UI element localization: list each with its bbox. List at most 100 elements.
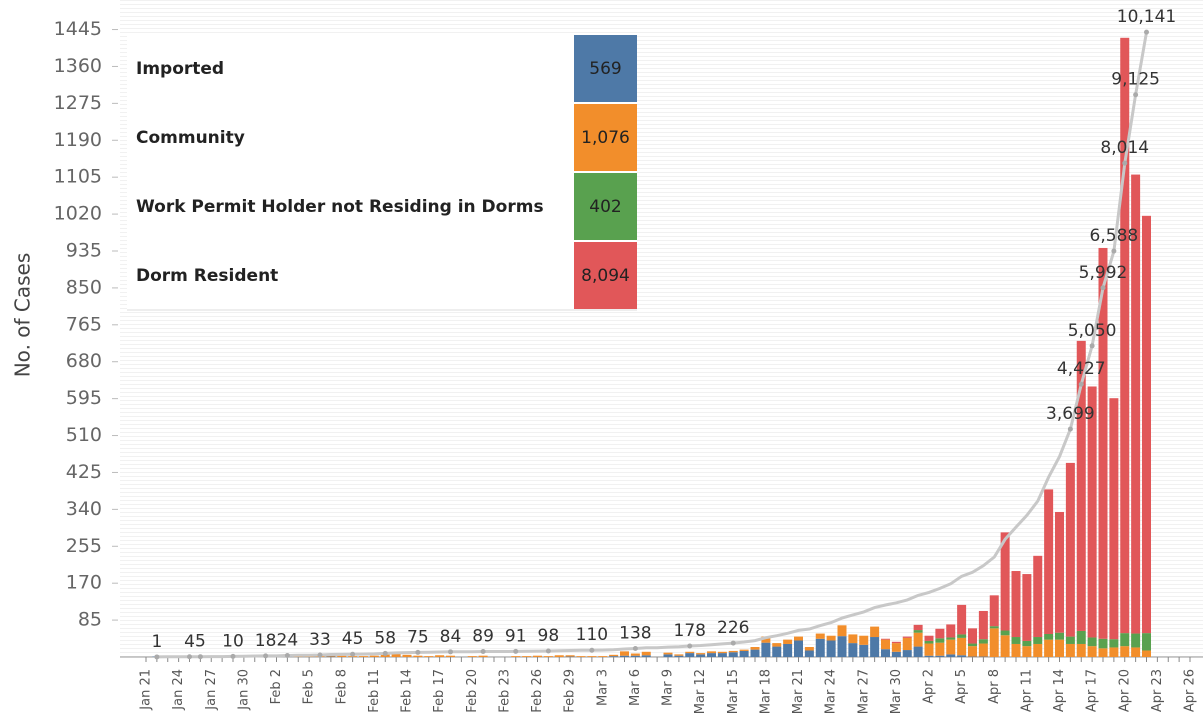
bar-segment [674, 654, 684, 656]
line-point [197, 654, 203, 660]
x-tick-label: Jan 21 [139, 669, 154, 711]
data-label: 5,050 [1068, 321, 1117, 341]
bar-segment [1120, 37, 1130, 634]
bar-segment [1011, 643, 1021, 657]
bar-segment [598, 656, 608, 657]
data-label: 91 [505, 626, 527, 646]
y-tick-label: 850 [66, 276, 102, 298]
bar-segment [859, 644, 869, 657]
x-tick-label: Apr 14 [1052, 669, 1067, 712]
line-point [1078, 381, 1084, 387]
y-tick-label: 1105 [54, 166, 102, 188]
bar-segment [772, 646, 782, 657]
x-tick-label: Mar 15 [726, 669, 741, 714]
x-tick-label: Mar 12 [693, 669, 708, 714]
bar-segment [761, 642, 771, 657]
bar-segment [663, 654, 673, 657]
x-tick-label: Feb 5 [302, 669, 317, 704]
x-tick-label: Feb 14 [400, 669, 415, 713]
data-label: 1 [151, 632, 162, 652]
bar-segment [1044, 489, 1054, 634]
bar-segment [1131, 633, 1141, 648]
data-label: 89 [472, 627, 494, 647]
y-tick-label: 1190 [54, 129, 102, 151]
bar-segment [783, 643, 793, 657]
y-axis-title: No. of Cases [11, 253, 35, 378]
x-tick-label: Feb 17 [432, 669, 447, 713]
bar-segment [641, 651, 651, 656]
x-tick-label: Mar 30 [889, 669, 904, 714]
bar-segment [935, 642, 945, 656]
data-label: 18 [255, 631, 277, 651]
x-tick-label: Apr 26 [1183, 669, 1198, 712]
bar-segment [946, 624, 956, 638]
x-tick-label: Feb 11 [367, 669, 382, 713]
line-point [448, 649, 453, 655]
bar-segment [946, 637, 956, 640]
bar-segment [663, 652, 673, 655]
x-tick-label: Mar 6 [628, 669, 643, 706]
line-point [317, 652, 323, 658]
bar-segment [924, 635, 934, 641]
bar-segment [826, 635, 836, 641]
bar-segment [1022, 646, 1032, 657]
bar-segment [935, 655, 945, 657]
bar-segment [826, 640, 836, 657]
bar-segment [739, 650, 749, 657]
bar-segment [435, 655, 445, 657]
data-label: 10,141 [1117, 7, 1176, 27]
legend-swatch [574, 242, 637, 309]
bar-segment [989, 626, 999, 629]
x-tick-label: Apr 23 [1150, 669, 1165, 712]
bar-segment [924, 640, 934, 644]
bar-segment [1109, 647, 1119, 657]
bar-segment [337, 655, 347, 657]
y-tick-label: 1275 [54, 92, 102, 114]
bar-segment [391, 653, 401, 657]
bar-segment [935, 628, 945, 639]
x-tick-label: Feb 2 [269, 669, 284, 704]
bar-segment [1142, 633, 1151, 651]
bar-segment [772, 643, 782, 647]
bar-segment [870, 626, 880, 638]
line-point [284, 653, 290, 659]
legend-label: Dorm Resident [136, 266, 278, 286]
bar-segment [413, 655, 423, 657]
bar-segment [946, 639, 956, 655]
bar-segment [641, 655, 651, 657]
bar-segment [717, 651, 727, 654]
bar-segment [1098, 247, 1108, 639]
y-tick-label: 170 [66, 572, 102, 594]
legend-total: 1,076 [581, 128, 630, 148]
bar-segment [1011, 637, 1021, 644]
bar-segment [913, 630, 923, 633]
bar-segment [891, 651, 901, 657]
legend-total: 569 [589, 59, 621, 79]
bar-segment [870, 637, 880, 657]
bar-segment [1022, 574, 1032, 641]
data-label: 24 [277, 631, 299, 651]
bar-segment [739, 649, 749, 651]
x-tick-label: Feb 26 [530, 669, 545, 713]
bar-segment [1120, 646, 1130, 657]
y-tick-label: 1360 [54, 55, 102, 77]
line-point [687, 643, 693, 649]
bar-segment [794, 636, 803, 641]
legend-label: Community [136, 128, 245, 148]
bar-segment [1055, 632, 1064, 640]
legend-label: Work Permit Holder not Residing in Dorms [136, 197, 544, 217]
bar-segment [957, 655, 967, 657]
bar-segment [1120, 633, 1130, 647]
bar-segment [1000, 635, 1010, 657]
data-label: 178 [674, 621, 706, 641]
bar-segment [1065, 462, 1075, 637]
y-tick-label: 595 [66, 387, 102, 409]
bar-segment [1142, 650, 1151, 657]
bar-segment [630, 655, 640, 657]
bar-segment [750, 649, 760, 657]
bar-segment [1033, 637, 1043, 644]
x-tick-label: Feb 20 [465, 669, 480, 713]
data-label: 33 [309, 630, 331, 650]
